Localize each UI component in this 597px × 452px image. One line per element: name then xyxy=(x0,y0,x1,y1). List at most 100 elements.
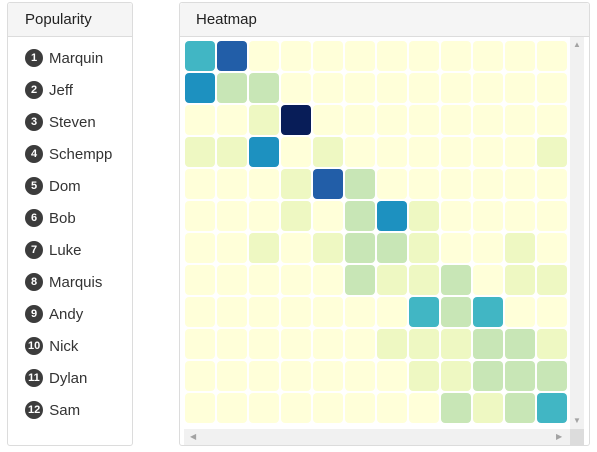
heatmap-cell[interactable] xyxy=(313,73,343,103)
heatmap-cell[interactable] xyxy=(345,73,375,103)
heatmap-cell[interactable] xyxy=(281,137,311,167)
heatmap-cell[interactable] xyxy=(505,201,535,231)
heatmap-cell[interactable] xyxy=(537,73,567,103)
heatmap-cell[interactable] xyxy=(345,137,375,167)
heatmap-cell[interactable] xyxy=(249,297,279,327)
heatmap-cell[interactable] xyxy=(441,393,471,423)
vertical-scrollbar[interactable]: ▲ ▼ xyxy=(570,37,584,429)
heatmap-cell[interactable] xyxy=(505,265,535,295)
heatmap-cell[interactable] xyxy=(313,201,343,231)
heatmap-cell[interactable] xyxy=(217,73,247,103)
heatmap-scroll-area[interactable] xyxy=(184,37,570,429)
heatmap-cell[interactable] xyxy=(217,41,247,71)
heatmap-cell[interactable] xyxy=(313,361,343,391)
heatmap-cell[interactable] xyxy=(313,233,343,263)
heatmap-cell[interactable] xyxy=(313,105,343,135)
heatmap-cell[interactable] xyxy=(409,265,439,295)
heatmap-cell[interactable] xyxy=(473,73,503,103)
heatmap-cell[interactable] xyxy=(441,169,471,199)
heatmap-cell[interactable] xyxy=(185,105,215,135)
vertical-scroll-thumb[interactable] xyxy=(572,53,582,413)
heatmap-cell[interactable] xyxy=(249,265,279,295)
heatmap-cell[interactable] xyxy=(185,41,215,71)
heatmap-cell[interactable] xyxy=(377,105,407,135)
heatmap-cell[interactable] xyxy=(505,73,535,103)
heatmap-cell[interactable] xyxy=(537,361,567,391)
heatmap-cell[interactable] xyxy=(249,329,279,359)
heatmap-cell[interactable] xyxy=(409,137,439,167)
heatmap-cell[interactable] xyxy=(377,329,407,359)
heatmap-cell[interactable] xyxy=(185,393,215,423)
heatmap-cell[interactable] xyxy=(185,297,215,327)
heatmap-cell[interactable] xyxy=(249,137,279,167)
heatmap-cell[interactable] xyxy=(217,393,247,423)
heatmap-cell[interactable] xyxy=(537,105,567,135)
heatmap-cell[interactable] xyxy=(473,169,503,199)
scroll-down-icon[interactable]: ▼ xyxy=(573,417,581,425)
heatmap-cell[interactable] xyxy=(281,361,311,391)
heatmap-cell[interactable] xyxy=(409,297,439,327)
heatmap-cell[interactable] xyxy=(185,329,215,359)
heatmap-cell[interactable] xyxy=(409,169,439,199)
heatmap-cell[interactable] xyxy=(409,201,439,231)
heatmap-cell[interactable] xyxy=(185,169,215,199)
heatmap-cell[interactable] xyxy=(377,73,407,103)
heatmap-cell[interactable] xyxy=(505,297,535,327)
heatmap-cell[interactable] xyxy=(249,233,279,263)
heatmap-cell[interactable] xyxy=(409,361,439,391)
heatmap-cell[interactable] xyxy=(537,137,567,167)
heatmap-cell[interactable] xyxy=(217,233,247,263)
heatmap-cell[interactable] xyxy=(537,169,567,199)
heatmap-cell[interactable] xyxy=(441,201,471,231)
scroll-up-icon[interactable]: ▲ xyxy=(573,41,581,49)
heatmap-cell[interactable] xyxy=(441,41,471,71)
heatmap-cell[interactable] xyxy=(217,169,247,199)
heatmap-cell[interactable] xyxy=(537,233,567,263)
heatmap-cell[interactable] xyxy=(409,393,439,423)
heatmap-cell[interactable] xyxy=(441,105,471,135)
heatmap-cell[interactable] xyxy=(473,265,503,295)
heatmap-cell[interactable] xyxy=(217,361,247,391)
heatmap-cell[interactable] xyxy=(313,169,343,199)
heatmap-cell[interactable] xyxy=(473,361,503,391)
heatmap-cell[interactable] xyxy=(281,73,311,103)
heatmap-cell[interactable] xyxy=(441,361,471,391)
heatmap-cell[interactable] xyxy=(473,233,503,263)
heatmap-cell[interactable] xyxy=(537,201,567,231)
heatmap-cell[interactable] xyxy=(441,297,471,327)
heatmap-cell[interactable] xyxy=(281,169,311,199)
heatmap-cell[interactable] xyxy=(537,265,567,295)
scroll-left-icon[interactable]: ◀ xyxy=(190,433,196,441)
heatmap-cell[interactable] xyxy=(505,361,535,391)
heatmap-cell[interactable] xyxy=(345,393,375,423)
heatmap-cell[interactable] xyxy=(345,361,375,391)
heatmap-cell[interactable] xyxy=(185,265,215,295)
heatmap-cell[interactable] xyxy=(537,329,567,359)
heatmap-cell[interactable] xyxy=(345,169,375,199)
heatmap-cell[interactable] xyxy=(281,393,311,423)
heatmap-cell[interactable] xyxy=(409,329,439,359)
heatmap-cell[interactable] xyxy=(537,393,567,423)
heatmap-cell[interactable] xyxy=(505,137,535,167)
heatmap-cell[interactable] xyxy=(281,297,311,327)
heatmap-cell[interactable] xyxy=(185,361,215,391)
heatmap-cell[interactable] xyxy=(345,41,375,71)
heatmap-cell[interactable] xyxy=(185,137,215,167)
heatmap-cell[interactable] xyxy=(505,41,535,71)
heatmap-cell[interactable] xyxy=(281,329,311,359)
heatmap-cell[interactable] xyxy=(217,265,247,295)
heatmap-cell[interactable] xyxy=(377,265,407,295)
heatmap-cell[interactable] xyxy=(217,329,247,359)
heatmap-cell[interactable] xyxy=(441,233,471,263)
heatmap-cell[interactable] xyxy=(377,393,407,423)
heatmap-cell[interactable] xyxy=(313,329,343,359)
heatmap-cell[interactable] xyxy=(249,105,279,135)
heatmap-cell[interactable] xyxy=(249,361,279,391)
heatmap-cell[interactable] xyxy=(473,297,503,327)
heatmap-cell[interactable] xyxy=(313,137,343,167)
heatmap-cell[interactable] xyxy=(313,41,343,71)
heatmap-cell[interactable] xyxy=(441,137,471,167)
heatmap-cell[interactable] xyxy=(537,41,567,71)
heatmap-cell[interactable] xyxy=(249,201,279,231)
heatmap-cell[interactable] xyxy=(473,393,503,423)
